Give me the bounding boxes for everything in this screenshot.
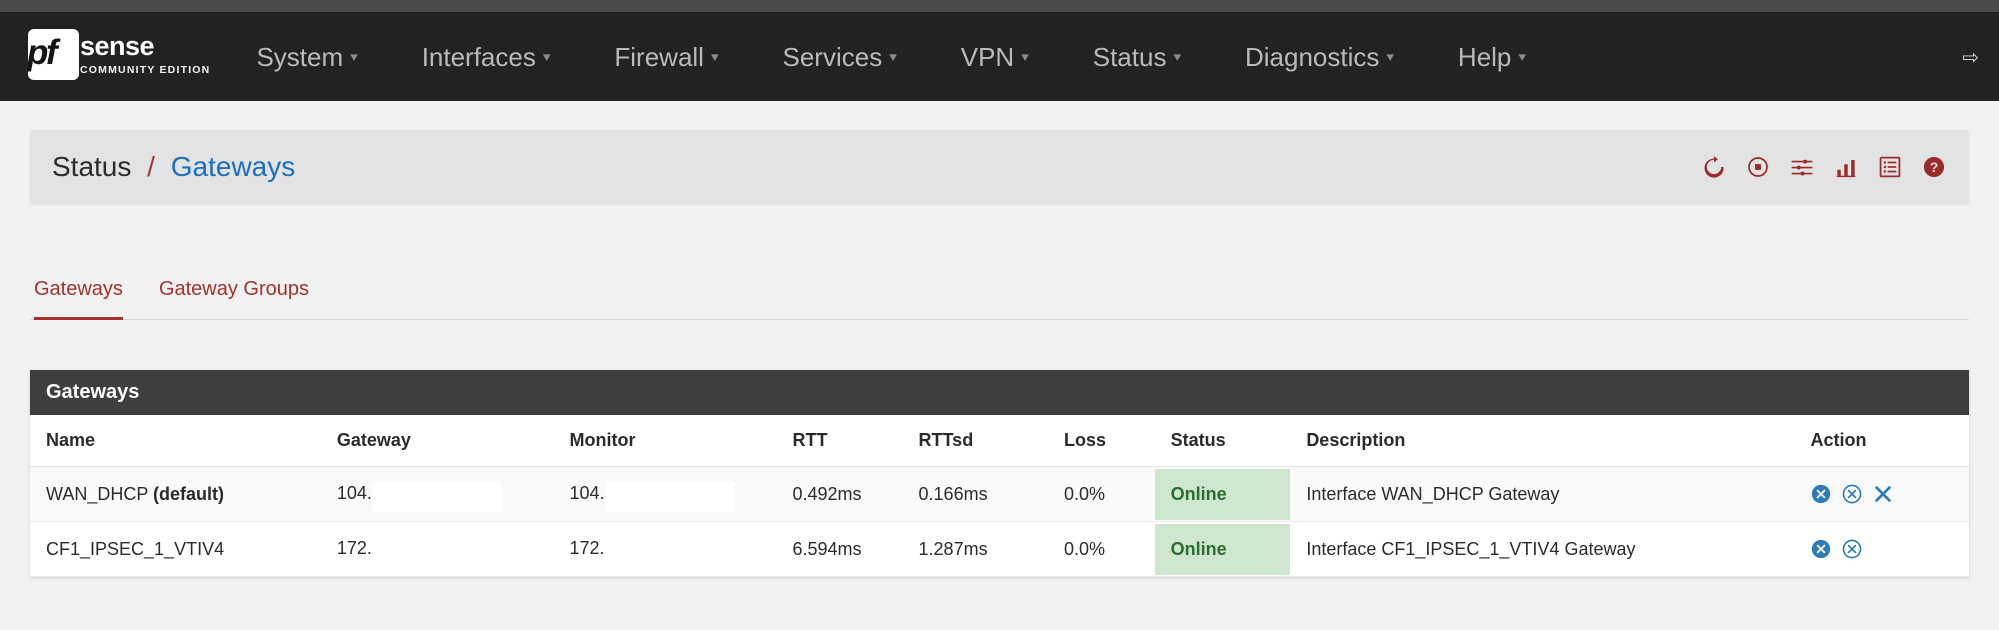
svg-text:?: ? bbox=[1930, 159, 1939, 175]
